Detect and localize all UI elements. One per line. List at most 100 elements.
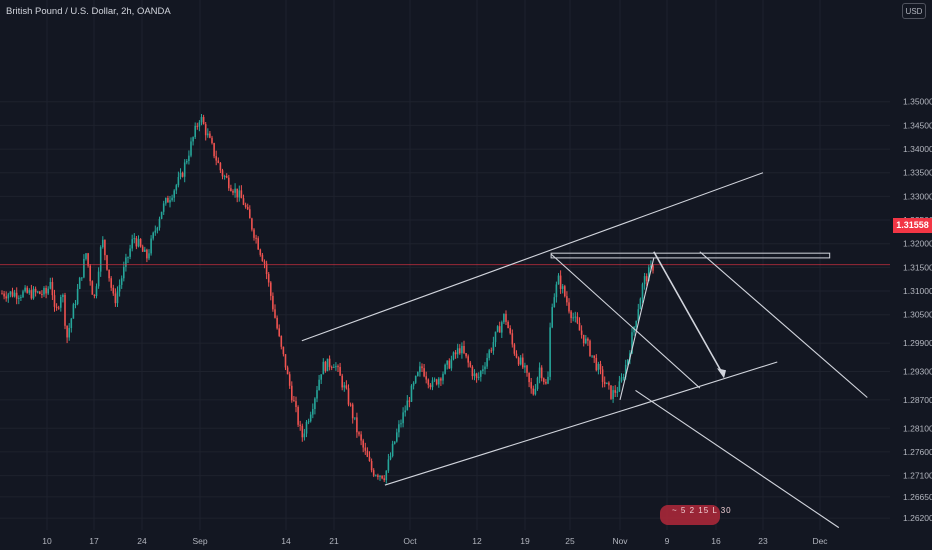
candle-body [587, 338, 589, 341]
candle-body [64, 294, 66, 326]
candle-body [301, 425, 304, 438]
candle-body [480, 371, 482, 377]
candle-body [30, 290, 33, 299]
candle-body [467, 356, 469, 363]
candle-body [49, 281, 52, 289]
candle-body [169, 200, 171, 203]
candle-body [288, 374, 291, 386]
candle-body [309, 414, 312, 422]
currency-button[interactable]: USD [902, 3, 926, 19]
candle-body [622, 377, 625, 379]
candle-body [57, 307, 60, 309]
candle-body [438, 378, 440, 385]
price-axis: 1.350001.345001.340001.335001.330001.325… [903, 97, 932, 523]
candle-body [553, 297, 556, 308]
candle-body [372, 470, 375, 476]
candle-body [158, 218, 161, 228]
candle-body [354, 417, 356, 419]
candle-body [557, 275, 560, 285]
candle-body [282, 346, 285, 355]
candle-body [387, 459, 390, 471]
candle-body [645, 276, 648, 282]
price-tick-label: 1.26200 [903, 513, 932, 523]
candle-body [652, 265, 654, 271]
candle-body [448, 360, 451, 369]
price-tick-label: 1.34000 [903, 144, 932, 154]
time-tick-label: 17 [89, 536, 99, 546]
candle-body [511, 333, 514, 345]
candle-body [91, 281, 94, 295]
candle-body [85, 253, 87, 259]
candle-body [312, 409, 314, 415]
candle-body [396, 432, 398, 442]
price-tick-label: 1.33000 [903, 191, 932, 201]
candle-body [551, 307, 553, 328]
candle-body [36, 291, 39, 293]
candle-body [139, 239, 142, 247]
candle-body [45, 288, 47, 294]
candle-body [148, 253, 150, 259]
candle-body [555, 284, 558, 298]
candle-body [286, 367, 289, 375]
time-tick-label: 14 [281, 536, 291, 546]
candle-body [549, 327, 551, 377]
candle-body [160, 211, 163, 219]
candle-body [251, 218, 253, 230]
candle-body [465, 353, 467, 357]
candle-body [221, 170, 224, 177]
candle-body [433, 379, 436, 381]
candle-body [402, 412, 404, 424]
candle-body [559, 275, 562, 289]
candle-body [259, 249, 262, 255]
candle-body [408, 400, 411, 402]
candle-body [39, 291, 41, 294]
candle-body [488, 350, 490, 358]
candle-body [34, 288, 37, 293]
candle-body [62, 294, 64, 298]
candle-body [223, 175, 226, 177]
candle-body [171, 197, 173, 201]
candle-body [643, 276, 646, 285]
time-tick-label: Nov [612, 536, 628, 546]
candle-body [339, 366, 341, 376]
candle-body [379, 475, 381, 477]
candle-body [503, 313, 505, 323]
candle-body [11, 291, 14, 297]
candle-body [316, 390, 318, 399]
candle-body [498, 326, 501, 333]
candle-body [454, 352, 457, 355]
candle-body [482, 369, 484, 372]
candle-body [570, 311, 572, 319]
candle-body [469, 362, 472, 367]
candle-body [431, 380, 434, 388]
price-tick-label: 1.26650 [903, 492, 932, 502]
candle-body [461, 345, 463, 354]
candle-body [356, 417, 358, 433]
candle-body [110, 278, 112, 288]
candle-body [20, 297, 22, 299]
candle-body [47, 288, 49, 294]
candle-body [150, 238, 152, 254]
candle-body [112, 287, 115, 294]
watermark-logo [660, 505, 720, 525]
candle-body [582, 334, 585, 344]
candle-body [204, 124, 207, 136]
candle-body [137, 239, 140, 247]
candle-body [230, 188, 232, 192]
candle-body [528, 372, 530, 383]
candle-body [585, 338, 587, 344]
candle-body [165, 198, 167, 204]
candle-body [442, 373, 444, 381]
candle-body [540, 367, 543, 379]
candle-body [343, 385, 346, 388]
time-tick-label: Sep [192, 536, 207, 546]
candle-body [417, 372, 419, 376]
candle-body [123, 266, 125, 279]
candle-body [234, 188, 236, 193]
candle-body [3, 293, 5, 297]
candle-body [391, 443, 394, 457]
candle-body [360, 434, 362, 441]
candle-body [141, 246, 144, 252]
candle-body [648, 267, 650, 282]
